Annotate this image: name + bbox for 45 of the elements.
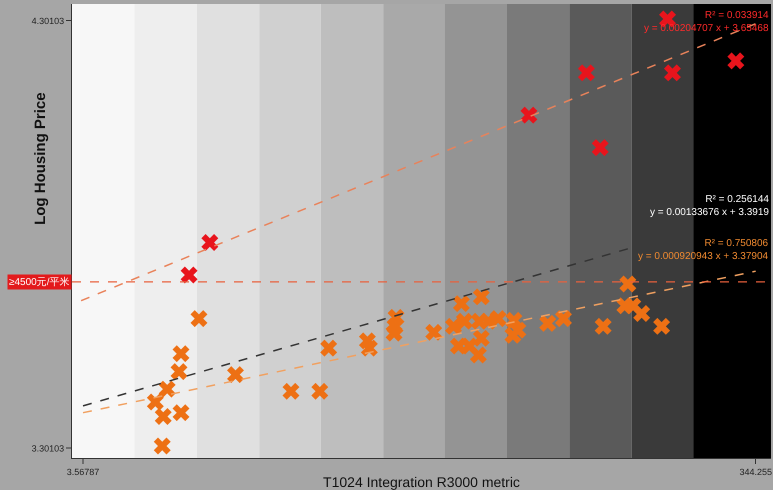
point	[311, 382, 328, 400]
point	[180, 266, 198, 284]
point	[578, 64, 595, 82]
point	[158, 380, 176, 398]
point	[504, 326, 522, 344]
ref-line-label: ≥4500元/平米	[9, 276, 70, 288]
point	[633, 305, 650, 322]
point	[425, 324, 442, 341]
annotation: R² = 0.033914 y = 0.00204707 x + 3.65468	[644, 10, 769, 34]
point	[227, 366, 244, 384]
point	[619, 276, 636, 292]
point	[472, 288, 490, 306]
point	[520, 106, 538, 124]
point	[172, 345, 190, 362]
point	[201, 234, 218, 252]
point	[554, 310, 572, 328]
y-tick-label: 3.30103	[32, 443, 64, 454]
y-axis-title: Log Housing Price	[32, 92, 50, 225]
point	[170, 363, 188, 380]
point	[470, 346, 487, 364]
point	[472, 330, 490, 347]
point	[320, 340, 338, 357]
point	[360, 340, 378, 357]
x-tick-label: 3.56787	[66, 466, 100, 477]
point	[539, 314, 556, 332]
annotation: R² = 0.750806 y = 0.000920943 x + 3.37904	[638, 238, 769, 262]
point	[664, 64, 681, 82]
point	[490, 310, 507, 328]
point	[452, 295, 470, 312]
point	[172, 404, 190, 422]
point	[146, 394, 164, 410]
x-tick-label: 344.255	[739, 466, 772, 477]
point	[154, 438, 171, 455]
point	[456, 312, 473, 330]
y-tick-label: 4.30103	[32, 16, 64, 26]
point	[653, 318, 670, 335]
point	[386, 324, 403, 342]
x-axis-title: T1024 Integration R3000 metric	[323, 474, 520, 490]
point	[282, 382, 300, 400]
point	[592, 139, 609, 156]
point	[190, 310, 208, 328]
point	[594, 318, 612, 335]
annotation: R² = 0.256144 y = 0.00133676 x + 3.3919	[650, 194, 770, 218]
point	[154, 408, 172, 426]
point	[727, 52, 744, 70]
